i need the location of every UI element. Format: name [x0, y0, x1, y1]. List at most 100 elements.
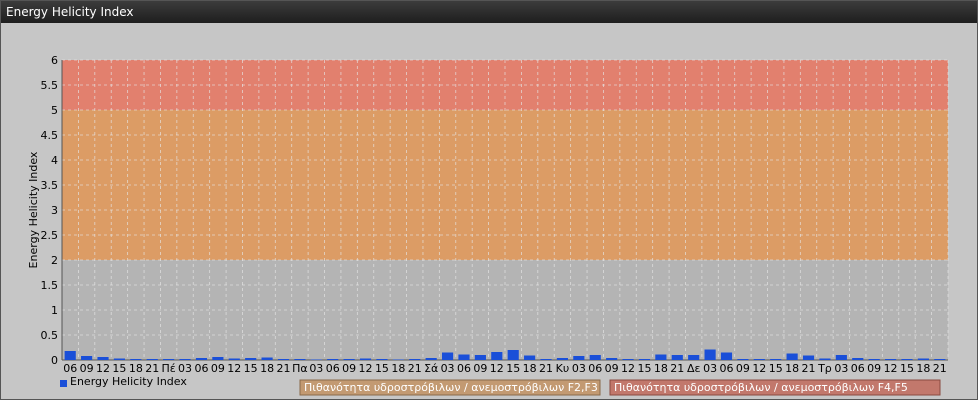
bar	[146, 359, 158, 360]
bar	[786, 353, 798, 360]
legend-series-swatch	[60, 380, 67, 387]
bar	[163, 359, 175, 360]
x-tick-label: 18	[916, 362, 930, 375]
x-tick-label: 15	[900, 362, 914, 375]
bar	[655, 354, 667, 360]
bar	[97, 357, 109, 360]
x-tick-label: 18	[260, 362, 274, 375]
bar	[720, 352, 733, 360]
bar	[852, 358, 864, 360]
window-title: Energy Helicity Index	[1, 1, 977, 23]
x-tick-label: 12	[359, 362, 373, 375]
bar	[917, 358, 929, 360]
bar	[606, 358, 618, 360]
x-tick-label: 15	[769, 362, 783, 375]
bar	[179, 359, 191, 360]
x-tick-label: 09	[736, 362, 750, 375]
bar	[277, 359, 290, 360]
x-tick-label: 21	[408, 362, 422, 375]
bar	[704, 349, 716, 360]
bar	[245, 358, 257, 360]
bar	[589, 355, 601, 360]
x-tick-label: 15	[112, 362, 126, 375]
x-tick-label: 21	[670, 362, 684, 375]
bar	[737, 359, 749, 360]
bar	[425, 358, 437, 360]
bar	[474, 355, 486, 360]
bar	[507, 350, 519, 360]
bar	[540, 359, 552, 360]
x-tick-label: 12	[227, 362, 241, 375]
x-tick-label: 21	[539, 362, 553, 375]
x-tick-label: 15	[375, 362, 389, 375]
x-tick-label: 18	[785, 362, 799, 375]
x-tick-label: 12	[884, 362, 898, 375]
x-tick-label: 03	[572, 362, 586, 375]
bar	[802, 355, 815, 360]
x-tick-label: 21	[802, 362, 816, 375]
x-tick-label: 09	[211, 362, 225, 375]
legend-band1-box	[299, 379, 601, 396]
y-tick-label: 5	[51, 104, 58, 117]
x-tick-label: 12	[490, 362, 504, 375]
legend: Energy Helicity Index Πιθανότητα υδροστρ…	[60, 375, 941, 396]
x-tick-label: Σά	[424, 362, 438, 375]
bar	[573, 356, 585, 360]
x-tick-label: 06	[588, 362, 602, 375]
bar	[524, 355, 536, 360]
x-tick-label: 18	[391, 362, 405, 375]
x-tick-label: 06	[194, 362, 208, 375]
bar	[770, 359, 782, 360]
y-tick-label: 2.5	[41, 229, 59, 242]
bar	[130, 359, 142, 360]
bar	[261, 357, 273, 360]
x-tick-label: 03	[441, 362, 455, 375]
y-axis-label: Energy Helicity Index	[27, 151, 40, 268]
bar	[310, 359, 322, 360]
x-tick-label: 12	[752, 362, 766, 375]
legend-series-label: Energy Helicity Index	[70, 375, 187, 388]
bar	[294, 359, 306, 360]
x-tick-label: 03	[834, 362, 848, 375]
x-tick-label: 18	[654, 362, 668, 375]
bar	[392, 359, 404, 360]
x-tick-label: 21	[933, 362, 947, 375]
x-tick-label: 09	[605, 362, 619, 375]
bar	[884, 359, 897, 360]
bar	[622, 359, 634, 360]
legend-band2-label: Πιθανότητα υδροστρόβιλων / ανεμοστρόβιλω…	[614, 381, 908, 394]
y-tick-label: 6	[51, 54, 58, 67]
x-tick-label: 06	[851, 362, 865, 375]
x-tick-label: Δε	[687, 362, 701, 375]
x-tick-label: 12	[96, 362, 110, 375]
bar	[638, 359, 651, 360]
bar	[868, 359, 880, 360]
x-tick-label: 03	[178, 362, 192, 375]
x-tick-label: 03	[309, 362, 323, 375]
x-tick-label: 09	[867, 362, 881, 375]
x-tick-label: 15	[244, 362, 258, 375]
x-tick-label: 21	[145, 362, 159, 375]
x-tick-label: Πέ	[162, 362, 176, 375]
y-tick-label: 1.5	[41, 279, 59, 292]
bar	[228, 358, 240, 360]
bar	[458, 354, 470, 360]
bar	[556, 358, 569, 360]
bar	[688, 355, 700, 360]
x-tick-label: 09	[473, 362, 487, 375]
bar	[327, 359, 339, 360]
bar	[64, 351, 76, 360]
bar	[343, 359, 355, 360]
bar	[113, 358, 126, 360]
bar	[753, 359, 765, 360]
x-tick-label: 21	[277, 362, 291, 375]
x-tick-label: Πα	[292, 362, 308, 375]
x-tick-label: 06	[720, 362, 734, 375]
y-tick-label: 2	[51, 254, 58, 267]
bar	[491, 352, 503, 360]
x-tick-label: 03	[703, 362, 717, 375]
y-tick-label: 3	[51, 204, 58, 217]
x-tick-label: 18	[523, 362, 537, 375]
